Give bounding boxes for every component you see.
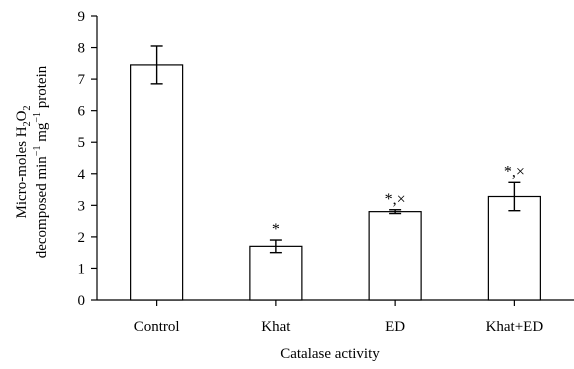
bar — [130, 64, 184, 301]
x-axis-title: Catalase activity — [280, 346, 380, 362]
significance-label: *,× — [385, 191, 406, 208]
x-tick-label: Khat — [261, 319, 291, 335]
x-tick-label: Khat+ED — [486, 319, 544, 335]
y-tick-label: 0 — [78, 293, 86, 309]
y-tick-label: 9 — [78, 9, 86, 25]
significance-label: * — [272, 221, 280, 238]
y-axis-title-line2: decomposed min−1 mg−1 protein — [32, 65, 50, 258]
x-tick-label: Control — [134, 319, 180, 335]
y-tick-label: 3 — [78, 198, 86, 214]
bar — [487, 195, 541, 301]
y-axis-title: Micro-moles H2O2 decomposed min−1 mg−1 p… — [14, 65, 50, 258]
y-tick-label: 5 — [78, 135, 86, 151]
y-tick-label: 4 — [78, 167, 86, 183]
bar — [368, 211, 422, 301]
y-tick-label: 8 — [78, 41, 86, 57]
y-tick-label: 7 — [78, 72, 86, 88]
y-tick-label: 6 — [78, 104, 86, 120]
y-tick-label: 2 — [78, 230, 86, 246]
x-tick-label: ED — [385, 319, 405, 335]
bar — [249, 245, 303, 301]
y-axis-title-line1: Micro-moles H2O2 — [14, 106, 33, 219]
significance-label: *,× — [504, 163, 525, 180]
y-tick-label: 1 — [78, 261, 86, 277]
